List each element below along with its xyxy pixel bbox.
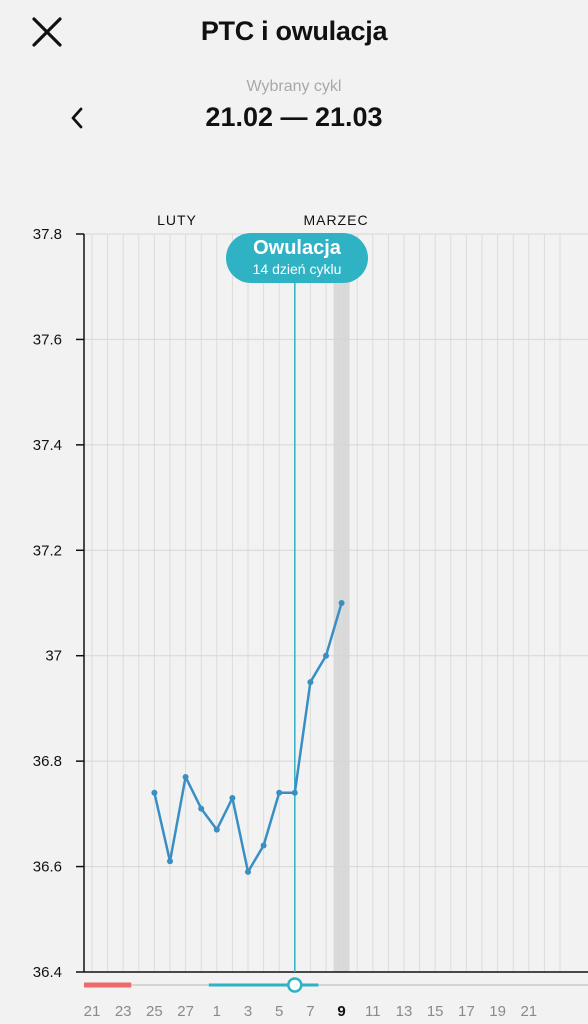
- page-title: PTC i owulacja: [200, 16, 388, 46]
- close-icon[interactable]: [28, 14, 66, 52]
- y-tick-label: 37.6: [33, 331, 62, 348]
- ovulation-sublabel: 14 dzień cyklu: [252, 261, 342, 277]
- y-tick-label: 36.6: [33, 859, 62, 876]
- temperature-point: [182, 773, 189, 780]
- x-tick-label: 9: [337, 1003, 345, 1020]
- chevron-left-icon[interactable]: [64, 104, 92, 132]
- ovulation-badge: Owulacja 14 dzień cyklu: [226, 233, 368, 283]
- x-tick-label: 3: [244, 1003, 252, 1020]
- x-tick-label: 11: [365, 1003, 381, 1020]
- x-tick-label: 25: [146, 1003, 163, 1020]
- temperature-point: [276, 789, 283, 796]
- temperature-point: [260, 842, 267, 849]
- header: PTC i owulacja: [0, 0, 588, 64]
- y-tick-label: 36.8: [33, 753, 62, 770]
- temperature-point: [167, 858, 173, 865]
- cycle-range: 21.02 — 21.03: [205, 102, 383, 132]
- temperature-point: [307, 679, 314, 686]
- y-tick-label: 37.2: [33, 542, 62, 559]
- x-tick-label: 19: [489, 1003, 506, 1020]
- x-tick-label: 17: [458, 1003, 475, 1020]
- temperature-point: [213, 826, 220, 833]
- month-label: LUTY: [157, 212, 197, 228]
- cycle-caption: Wybrany cykl: [246, 78, 342, 95]
- ovulation-marker: [287, 977, 303, 993]
- x-tick-label: 5: [275, 1003, 283, 1020]
- temperature-point: [151, 789, 158, 796]
- temperature-point: [229, 795, 236, 802]
- y-tick-label: 36.4: [33, 964, 62, 981]
- y-tick-label: 37: [45, 648, 62, 665]
- x-tick-label: 21: [84, 1003, 101, 1020]
- temperature-point: [291, 789, 298, 796]
- temperature-point: [323, 652, 329, 659]
- y-tick-label: 37.8: [33, 226, 62, 243]
- temperature-point: [245, 868, 251, 875]
- x-tick-label: 1: [213, 1003, 221, 1020]
- x-tick-label: 23: [115, 1003, 132, 1020]
- ovulation-label: Owulacja: [253, 237, 341, 259]
- month-label: MARZEC: [303, 212, 368, 228]
- temperature-point: [198, 805, 205, 812]
- x-tick-label: 7: [306, 1003, 314, 1020]
- x-tick-label: 13: [396, 1003, 413, 1020]
- y-tick-label: 37.4: [33, 437, 62, 454]
- x-tick-label: 15: [427, 1003, 444, 1020]
- temperature-point: [338, 600, 345, 606]
- x-tick-label: 27: [177, 1003, 194, 1020]
- x-tick-label: 21: [520, 1003, 537, 1020]
